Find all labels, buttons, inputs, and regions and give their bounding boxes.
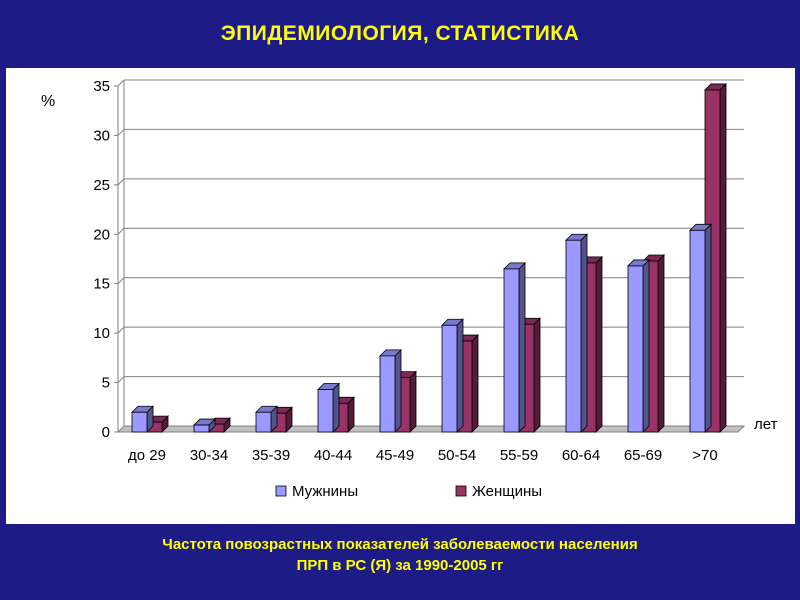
bar-side (642, 258, 650, 433)
y-tick-label: 10 (93, 325, 110, 342)
gridline-depth (117, 178, 125, 186)
x-tick-label: 50-54 (438, 447, 476, 464)
bar-male (255, 411, 272, 433)
y-tick-label: 25 (93, 177, 110, 194)
x-tick-label: 55-59 (500, 447, 538, 464)
bar-side (332, 382, 340, 433)
slide-title: ЭПИДЕМИОЛОГИЯ, СТАТИСТИКА (220, 22, 580, 45)
bar-side (518, 261, 526, 433)
x-tick-label: >70 (692, 447, 717, 464)
bar-side (704, 223, 712, 433)
bar-side (456, 318, 464, 433)
x-tick-label: 35-39 (252, 447, 290, 464)
bar-male (441, 324, 458, 433)
bar-chart: 0 5 10 15 20 25 30 35% лет до 29 30-34 35-39 40-44 45… (41, 78, 778, 500)
gridline-depth (117, 277, 125, 285)
x-tick-label: 40-44 (314, 447, 352, 464)
x-tick-label: до 29 (128, 447, 166, 464)
bar-male (317, 389, 334, 433)
legend-swatch (455, 485, 467, 497)
y-tick-label: 20 (93, 226, 110, 243)
gridline-depth (117, 129, 125, 136)
bar-male (379, 355, 396, 433)
x-axis-label: лет (754, 416, 778, 433)
y-tick-label: 30 (93, 127, 110, 144)
bar-side (580, 233, 588, 433)
legend-label: Мужнины (292, 483, 358, 500)
bar-male (627, 265, 644, 433)
y-tick-label: 35 (93, 78, 110, 95)
chart-panel: 0 5 10 15 20 25 30 35% лет до 29 30-34 35-39 40-44 45… (6, 68, 795, 524)
gridline-depth (117, 79, 125, 87)
bar-male (131, 411, 148, 433)
gridline-depth (117, 376, 125, 383)
bar-male (193, 424, 210, 433)
y-axis-label: % (41, 93, 55, 110)
bar-side (719, 82, 727, 433)
caption-line-1: Частота повозрастных показателей заболев… (162, 536, 638, 553)
y-tick-label: 5 (102, 375, 110, 392)
caption-line-2: ПРП в РС (Я) за 1990-2005 гг (296, 557, 504, 574)
bar-side (657, 254, 665, 433)
x-tick-label: 45-49 (376, 447, 414, 464)
bar-side (471, 334, 479, 433)
x-tick-label: 30-34 (190, 447, 228, 464)
x-tick-label: 60-64 (562, 447, 600, 464)
bar-male (503, 268, 520, 433)
legend-swatch (275, 485, 287, 497)
y-tick-label: 0 (102, 424, 110, 441)
y-tick-label: 15 (93, 276, 110, 293)
bar-side (394, 348, 402, 433)
bar-side (409, 370, 417, 433)
slide-caption: Частота повозрастных показателей заболев… (0, 534, 800, 576)
bar-side (595, 255, 603, 433)
bar-male (689, 229, 706, 433)
gridline-depth (117, 227, 125, 235)
gridline-depth (117, 326, 125, 334)
x-tick-label: 65-69 (624, 447, 662, 464)
bar-side (533, 317, 541, 433)
legend-label: Женщины (472, 483, 542, 500)
bar-male (565, 239, 582, 433)
